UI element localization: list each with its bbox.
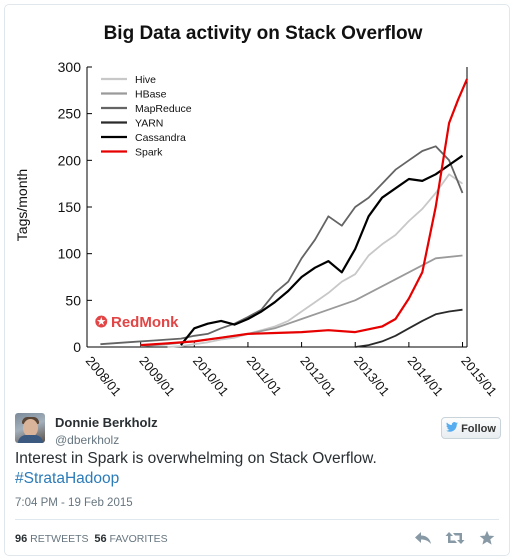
y-tick-label: 250 (58, 106, 82, 122)
series-line-spark (140, 78, 469, 347)
hashtag-link[interactable]: #StrataHadoop (15, 470, 120, 487)
y-tick-label: 100 (58, 246, 82, 262)
author-name[interactable]: Donnie Berkholz (55, 415, 158, 430)
x-tick-label: 2008/01 (83, 353, 125, 399)
tweet-card: Big Data activity on Stack Overflow 0 50 1… (4, 4, 510, 556)
x-tick-label: 2010/01 (190, 353, 232, 399)
y-tick-label: 300 (58, 59, 82, 75)
chart-legend: Hive HBase MapReduce YARN Cassandra Spark (101, 74, 192, 159)
redmonk-watermark-text: RedMonk (111, 314, 179, 331)
x-tick-label: 2012/01 (297, 353, 339, 399)
legend-label: Hive (135, 74, 156, 86)
favorite-icon[interactable] (477, 528, 497, 548)
reply-icon[interactable] (413, 528, 433, 548)
series-line-cassandra (180, 154, 464, 346)
legend-label: HBase (135, 89, 167, 101)
favorites-label[interactable]: FAVORITES (109, 533, 168, 545)
retweets-label[interactable]: RETWEETS (30, 533, 89, 545)
y-tick-labels: 0 50 100 150 200 250 300 (58, 59, 82, 355)
x-tick-label: 2011/01 (244, 353, 285, 398)
legend-label: Cassandra (135, 132, 186, 144)
author-handle[interactable]: @dberkholz (55, 433, 120, 447)
series-line-mapreduce (100, 145, 464, 346)
retweets-count[interactable]: 96 (15, 533, 28, 545)
legend-label: YARN (135, 118, 163, 130)
chart-title: Big Data activity on Stack Overflow (104, 23, 423, 44)
tweet-timestamp[interactable]: 7:04 PM - 19 Feb 2015 (15, 497, 133, 509)
line-chart: Big Data activity on Stack Overflow 0 50 1… (14, 23, 500, 399)
follow-label: Follow (461, 423, 496, 435)
twitter-bird-icon (446, 418, 459, 438)
tweet-text: Interest in Spark is overwhelming on Sta… (15, 449, 501, 489)
tweet-actions (413, 528, 497, 548)
favorites-count[interactable]: 56 (94, 533, 107, 545)
tweet-header: Donnie Berkholz @dberkholz Follow (15, 413, 501, 449)
series-lines (100, 78, 469, 348)
x-tick-label: 2013/01 (351, 353, 393, 399)
redmonk-watermark: ✪ RedMonk (95, 314, 179, 331)
x-tick-label: 2014/01 (405, 353, 447, 399)
follow-button[interactable]: Follow (441, 417, 501, 439)
chart-image[interactable]: Big Data activity on Stack Overflow 0 50 1… (5, 5, 509, 403)
retweet-icon[interactable] (445, 528, 465, 548)
x-tick-label: 2015/01 (458, 353, 500, 399)
tweet-body: Interest in Spark is overwhelming on Sta… (15, 450, 377, 467)
legend-label: Spark (135, 147, 163, 159)
avatar[interactable] (15, 413, 45, 443)
tweet-stats: 96 RETWEETS 56 FAVORITES (15, 533, 168, 545)
y-tick-label: 150 (58, 199, 82, 215)
series-line-hive (167, 173, 464, 348)
y-tick-label: 0 (73, 339, 81, 355)
series-line-yarn (355, 308, 463, 348)
x-tick-label: 2009/01 (136, 353, 178, 399)
x-tick-labels: 2008/01 2009/01 2010/01 2011/01 2012/01 2013/… (83, 353, 500, 399)
y-axis-label: Tags/month (14, 169, 30, 241)
y-tick-label: 200 (58, 152, 82, 168)
y-tick-label: 50 (65, 292, 81, 308)
legend-label: MapReduce (135, 103, 192, 115)
divider (15, 519, 499, 520)
redmonk-logo-icon: ✪ (95, 314, 108, 331)
